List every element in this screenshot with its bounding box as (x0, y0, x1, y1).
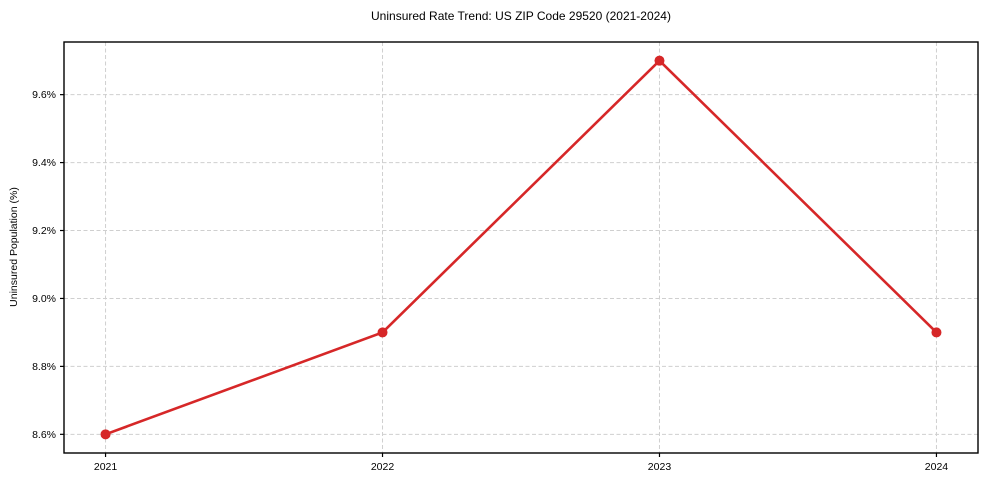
data-point-marker (377, 327, 388, 338)
x-tick-label: 2021 (94, 461, 118, 473)
y-tick-label: 9.0% (32, 293, 56, 305)
y-tick-label: 9.2% (32, 225, 56, 237)
y-tick-label: 9.6% (32, 89, 56, 101)
y-tick-label: 8.6% (32, 429, 56, 441)
x-tick-label: 2023 (648, 461, 672, 473)
trend-line (104, 59, 938, 436)
y-tick-label: 9.4% (32, 157, 56, 169)
x-tick-label: 2022 (371, 461, 395, 473)
data-point-marker (931, 327, 942, 338)
data-point-marker (654, 55, 665, 66)
y-tick-label: 8.8% (32, 361, 56, 373)
x-tick-label: 2024 (925, 461, 949, 473)
axes-border (63, 41, 979, 454)
data-point-marker (100, 429, 111, 440)
chart-title: Uninsured Rate Trend: US ZIP Code 29520 … (371, 9, 671, 23)
